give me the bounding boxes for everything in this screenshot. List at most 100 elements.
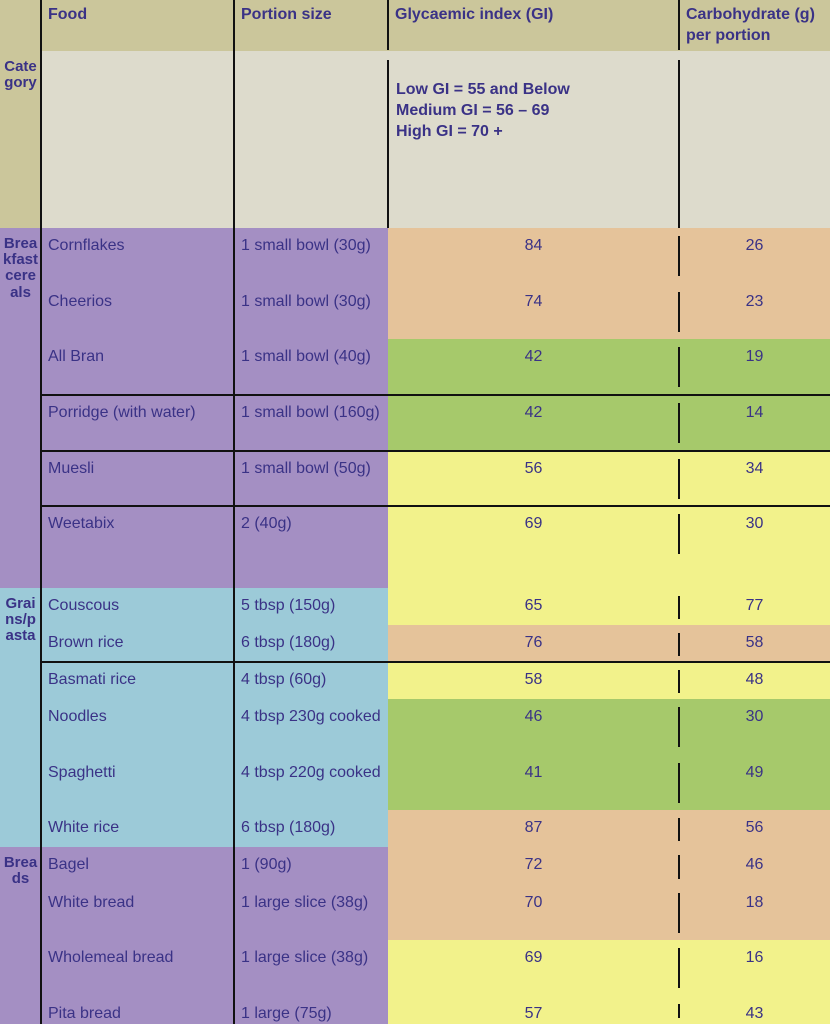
column-divider xyxy=(678,459,680,499)
row-divider xyxy=(41,661,830,663)
carb-value: 58 xyxy=(679,625,830,662)
food-name: Basmati rice xyxy=(41,662,234,699)
group-label: Breakfast cereals xyxy=(0,228,41,588)
gi-value: 57 xyxy=(388,996,679,1024)
column-divider xyxy=(678,60,680,228)
gi-legend-high: High GI = 70 + xyxy=(396,123,503,140)
portion-size: 1 small bowl (30g) xyxy=(234,228,388,284)
food-name: Cornflakes xyxy=(41,228,234,284)
column-divider xyxy=(387,60,389,228)
column-divider xyxy=(678,514,680,554)
carb-value: 30 xyxy=(679,506,830,588)
column-divider xyxy=(678,707,680,747)
gi-value: 58 xyxy=(388,662,679,699)
portion-size: 1 small bowl (160g) xyxy=(234,395,388,451)
portion-size: 4 tbsp (60g) xyxy=(234,662,388,699)
column-divider xyxy=(678,893,680,933)
gi-value: 87 xyxy=(388,810,679,847)
portion-size: 1 large slice (38g) xyxy=(234,940,388,996)
carb-value: 34 xyxy=(679,451,830,506)
carb-value: 23 xyxy=(679,284,830,339)
row-divider xyxy=(41,505,830,507)
column-divider xyxy=(233,0,235,1024)
portion-size: 1 large (75g) xyxy=(234,996,388,1024)
gi-value: 84 xyxy=(388,228,679,284)
gi-value: 41 xyxy=(388,755,679,810)
carb-value: 16 xyxy=(679,940,830,996)
food-name: Weetabix xyxy=(41,506,234,588)
carb-value: 30 xyxy=(679,699,830,755)
carb-value: 26 xyxy=(679,228,830,284)
column-divider xyxy=(387,0,389,50)
gi-value: 69 xyxy=(388,506,679,588)
column-divider xyxy=(678,670,680,693)
gi-legend: Low GI = 55 and Below Medium GI = 56 – 69… xyxy=(388,51,679,228)
portion-size: 6 tbsp (180g) xyxy=(234,810,388,847)
column-divider xyxy=(678,347,680,387)
food-name: Spaghetti xyxy=(41,755,234,810)
gi-value: 76 xyxy=(388,625,679,662)
food-name: Pita bread xyxy=(41,996,234,1024)
carb-value: 49 xyxy=(679,755,830,810)
food-name: White bread xyxy=(41,885,234,940)
food-name: Wholemeal bread xyxy=(41,940,234,996)
food-name: Noodles xyxy=(41,699,234,755)
gi-legend-low: Low GI = 55 and Below xyxy=(396,81,570,98)
column-divider xyxy=(40,0,42,1024)
gi-value: 72 xyxy=(388,847,679,885)
portion-size: 1 small bowl (30g) xyxy=(234,284,388,339)
food-name: All Bran xyxy=(41,339,234,395)
portion-size: 1 small bowl (50g) xyxy=(234,451,388,506)
header-food: Food xyxy=(41,0,234,51)
food-name: Couscous xyxy=(41,588,234,625)
portion-size: 1 large slice (38g) xyxy=(234,885,388,940)
column-divider xyxy=(678,403,680,443)
column-divider xyxy=(678,633,680,656)
category-label: Category xyxy=(0,51,41,228)
carb-value: 19 xyxy=(679,339,830,395)
group-label: Breads xyxy=(0,847,41,1024)
food-name: Muesli xyxy=(41,451,234,506)
carb-value: 43 xyxy=(679,996,830,1024)
column-divider xyxy=(678,0,680,50)
portion-size: 4 tbsp 230g cooked xyxy=(234,699,388,755)
carb-value: 18 xyxy=(679,885,830,940)
column-divider xyxy=(678,1004,680,1018)
header-gi: Glycaemic index (GI) xyxy=(388,0,679,51)
gi-value: 74 xyxy=(388,284,679,339)
row-divider xyxy=(41,450,830,452)
category-portion-cell xyxy=(234,51,388,228)
portion-size: 6 tbsp (180g) xyxy=(234,625,388,662)
portion-size: 1 (90g) xyxy=(234,847,388,885)
column-divider xyxy=(678,818,680,841)
column-divider xyxy=(678,855,680,879)
group-label: Grains/pasta xyxy=(0,588,41,847)
gi-value: 65 xyxy=(388,588,679,625)
portion-size: 2 (40g) xyxy=(234,506,388,588)
gi-value: 46 xyxy=(388,699,679,755)
carb-value: 46 xyxy=(679,847,830,885)
category-carb-cell xyxy=(679,51,830,228)
food-name: Bagel xyxy=(41,847,234,885)
category-food-cell xyxy=(41,51,234,228)
food-name: Brown rice xyxy=(41,625,234,662)
column-divider xyxy=(678,596,680,619)
gi-value: 42 xyxy=(388,395,679,451)
food-name: Porridge (with water) xyxy=(41,395,234,451)
carb-value: 14 xyxy=(679,395,830,451)
column-divider xyxy=(678,948,680,988)
food-name: Cheerios xyxy=(41,284,234,339)
column-divider xyxy=(678,236,680,276)
carb-value: 77 xyxy=(679,588,830,625)
food-name: White rice xyxy=(41,810,234,847)
gi-value: 69 xyxy=(388,940,679,996)
gi-value: 42 xyxy=(388,339,679,395)
column-divider xyxy=(678,763,680,803)
header-portion: Portion size xyxy=(234,0,388,51)
row-divider xyxy=(41,394,830,396)
portion-size: 5 tbsp (150g) xyxy=(234,588,388,625)
column-divider xyxy=(678,292,680,332)
gi-legend-medium: Medium GI = 56 – 69 xyxy=(396,102,550,119)
header-carb: Carbohydrate (g) per portion xyxy=(679,0,830,51)
